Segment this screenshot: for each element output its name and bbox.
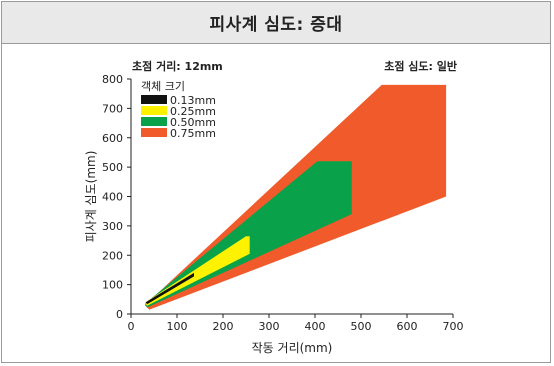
x-axis-label: 작동 거리(mm) bbox=[252, 341, 333, 355]
y-tick-label: 300 bbox=[102, 220, 123, 233]
legend-swatch bbox=[141, 106, 167, 115]
region-0.13mm bbox=[145, 272, 194, 305]
legend-label: 0.75mm bbox=[170, 127, 216, 140]
y-tick-label: 800 bbox=[102, 73, 123, 86]
y-tick-label: 400 bbox=[102, 191, 123, 204]
depth-of-field-chart: 0 100 200 300 400 500 600 700 0 100 200 300 400 500 6… bbox=[84, 59, 464, 355]
y-tick-label: 500 bbox=[102, 161, 123, 174]
legend-swatch bbox=[141, 128, 167, 137]
legend-label: 0.25mm bbox=[170, 105, 216, 118]
x-tick-label: 500 bbox=[351, 320, 372, 333]
legend-label: 0.50mm bbox=[170, 116, 216, 129]
y-axis-label: 피사계 심도(mm) bbox=[84, 151, 98, 243]
legend-label: 0.13mm bbox=[170, 94, 216, 107]
chart-area: 0 100 200 300 400 500 600 700 0 100 200 300 400 500 6… bbox=[2, 44, 550, 366]
x-tick-label: 200 bbox=[213, 320, 234, 333]
x-tick-label: 700 bbox=[443, 320, 464, 333]
focal-length-label: 초점 거리: 12mm bbox=[132, 59, 223, 73]
focus-depth-label: 초점 심도: 일반 bbox=[384, 59, 457, 73]
legend-swatch bbox=[141, 117, 167, 126]
x-ticks: 0 100 200 300 400 500 600 700 bbox=[128, 314, 464, 333]
y-tick-label: 600 bbox=[102, 132, 123, 145]
y-tick-label: 100 bbox=[102, 279, 123, 292]
y-tick-label: 0 bbox=[116, 308, 123, 321]
x-tick-label: 400 bbox=[305, 320, 326, 333]
y-tick-label: 200 bbox=[102, 249, 123, 262]
legend-swatch bbox=[141, 95, 167, 104]
series-regions bbox=[144, 84, 447, 310]
y-ticks: 0 100 200 300 400 500 600 700 800 bbox=[102, 73, 131, 321]
x-tick-label: 0 bbox=[128, 320, 135, 333]
x-tick-label: 100 bbox=[167, 320, 188, 333]
y-tick-label: 700 bbox=[102, 102, 123, 115]
legend-title: 객체 크기 bbox=[141, 80, 185, 93]
x-tick-label: 300 bbox=[259, 320, 280, 333]
chart-header: 피사계 심도: 증대 bbox=[2, 2, 550, 44]
chart-title: 피사계 심도: 증대 bbox=[209, 15, 343, 35]
x-tick-label: 600 bbox=[397, 320, 418, 333]
